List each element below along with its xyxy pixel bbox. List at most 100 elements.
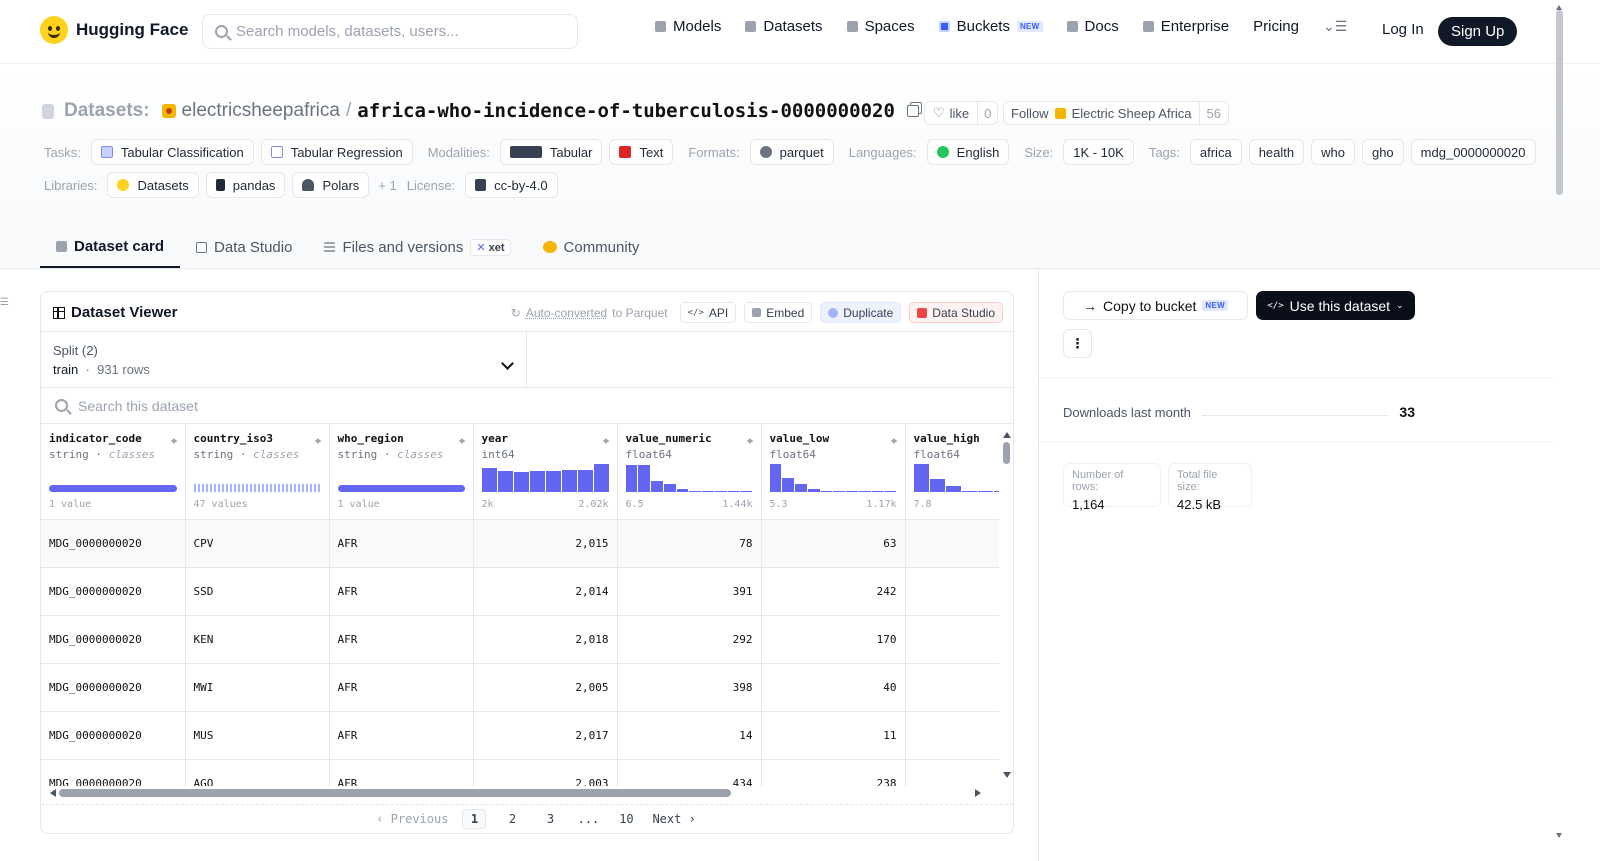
table-cell[interactable]: CPV [185, 519, 330, 568]
like-button[interactable]: ♡ like 0 [924, 101, 999, 125]
copy-to-bucket-button[interactable]: → Copy to bucket NEW [1063, 291, 1248, 320]
auto-converted-link[interactable]: Auto-converted [525, 305, 608, 320]
scroll-left-icon[interactable] [46, 789, 56, 797]
table-horizontal-scrollbar[interactable] [41, 786, 999, 800]
tag-size[interactable]: 1K - 10K [1063, 139, 1134, 165]
brand-link[interactable]: Hugging Face [40, 16, 188, 44]
tag-tabular-classification[interactable]: Tabular Classification [90, 139, 254, 165]
global-search-input[interactable] [236, 23, 556, 40]
tag-tabular-regression[interactable]: Tabular Regression [260, 139, 413, 165]
table-cell[interactable] [905, 711, 999, 760]
column-header-year[interactable]: year int64 2k 2.02k [473, 424, 618, 520]
scroll-down-icon[interactable] [1003, 772, 1011, 782]
table-cell[interactable]: 2,005 [473, 663, 618, 712]
table-cell[interactable] [905, 519, 999, 568]
table-cell[interactable]: 398 [617, 663, 762, 712]
nav-docs[interactable]: Docs [1066, 18, 1119, 35]
signup-button[interactable]: Sign Up [1438, 17, 1518, 46]
tag-who[interactable]: who [1311, 139, 1355, 165]
table-cell[interactable]: 170 [761, 615, 906, 664]
sort-icon[interactable] [458, 435, 466, 447]
tab-files[interactable]: Files and versions ✕ xet [308, 226, 526, 268]
table-cell[interactable]: 78 [617, 519, 762, 568]
table-cell[interactable]: MDG_0000000020 [41, 519, 186, 568]
page-2-button[interactable]: 2 [508, 811, 517, 826]
sidebar-toggle-icon[interactable]: ☰ [0, 297, 9, 308]
table-cell[interactable]: 2,017 [473, 711, 618, 760]
tab-community[interactable]: Community [527, 226, 656, 268]
table-vertical-scrollbar[interactable] [999, 424, 1013, 786]
column-header-value_numeric[interactable]: value_numeric float64 6.5 1.44k [617, 424, 762, 520]
page-10-button[interactable]: 10 [619, 811, 634, 826]
table-row[interactable]: MDG_0000000020 MWI AFR 2,005 398 40 [41, 663, 999, 712]
table-cell[interactable]: 40 [761, 663, 906, 712]
table-cell[interactable]: 292 [617, 615, 762, 664]
tag-tabular[interactable]: Tabular [499, 139, 603, 165]
column-header-value_low[interactable]: value_low float64 5.3 1.17k [761, 424, 906, 520]
nav-models[interactable]: Models [655, 18, 721, 35]
column-header-indicator_code[interactable]: indicator_code string · classes 1 value [41, 424, 186, 520]
table-row[interactable]: MDG_0000000020 AGO AFR 2,003 434 238 [41, 759, 999, 786]
repo-name[interactable]: africa-who-incidence-of-tuberculosis-000… [357, 100, 895, 122]
nav-buckets[interactable]: Buckets NEW [938, 18, 1043, 35]
tag-mdg[interactable]: mdg_0000000020 [1410, 139, 1536, 165]
table-cell[interactable]: MUS [185, 711, 330, 760]
tag-lib-polars[interactable]: Polars [292, 172, 370, 198]
table-cell[interactable]: AFR [329, 519, 474, 568]
table-cell[interactable]: 2,003 [473, 759, 618, 786]
tag-africa[interactable]: africa [1189, 139, 1242, 165]
next-page-button[interactable]: Next › [652, 811, 696, 826]
table-cell[interactable]: AFR [329, 759, 474, 786]
table-cell[interactable]: 63 [761, 519, 906, 568]
table-cell[interactable]: AGO [185, 759, 330, 786]
table-cell[interactable] [905, 615, 999, 664]
table-cell[interactable]: SSD [185, 567, 330, 616]
page-1-button[interactable]: 1 [462, 808, 487, 829]
table-cell[interactable]: 391 [617, 567, 762, 616]
tag-license[interactable]: cc-by-4.0 [465, 172, 558, 198]
follow-button[interactable]: Follow Electric Sheep Africa 56 [1003, 101, 1229, 125]
table-cell[interactable]: 434 [617, 759, 762, 786]
table-cell[interactable]: AFR [329, 663, 474, 712]
page-scrollbar[interactable] [1552, 0, 1568, 861]
duplicate-button[interactable]: Duplicate [820, 302, 902, 323]
table-row[interactable]: MDG_0000000020 MUS AFR 2,017 14 11 [41, 711, 999, 760]
sort-icon[interactable] [890, 435, 898, 447]
more-libraries[interactable]: + 1 [378, 177, 397, 193]
sort-icon[interactable] [314, 435, 322, 447]
table-cell[interactable] [905, 663, 999, 712]
scroll-right-icon[interactable] [975, 789, 985, 797]
table-cell[interactable]: MDG_0000000020 [41, 663, 186, 712]
table-cell[interactable] [905, 759, 999, 786]
nav-pricing[interactable]: Pricing [1253, 18, 1299, 35]
table-row[interactable]: MDG_0000000020 SSD AFR 2,014 391 242 [41, 567, 999, 616]
table-cell[interactable]: AFR [329, 567, 474, 616]
table-cell[interactable]: 11 [761, 711, 906, 760]
table-cell[interactable]: MDG_0000000020 [41, 711, 186, 760]
table-cell[interactable]: MDG_0000000020 [41, 567, 186, 616]
table-cell[interactable] [905, 567, 999, 616]
table-cell[interactable]: 14 [617, 711, 762, 760]
dataset-search[interactable] [41, 388, 1013, 424]
table-cell[interactable]: MDG_0000000020 [41, 615, 186, 664]
login-link[interactable]: Log In [1382, 21, 1424, 38]
table-cell[interactable]: KEN [185, 615, 330, 664]
split-selector[interactable]: Split (2) train · 931 rows [41, 332, 527, 388]
tag-gho[interactable]: gho [1361, 139, 1404, 165]
embed-button[interactable]: Embed [744, 302, 813, 323]
table-cell[interactable]: MDG_0000000020 [41, 759, 186, 786]
table-row[interactable]: MDG_0000000020 CPV AFR 2,015 78 63 [41, 519, 999, 568]
table-cell[interactable]: AFR [329, 615, 474, 664]
tag-lib-pandas[interactable]: pandas [205, 172, 286, 198]
data-studio-button[interactable]: Data Studio [909, 302, 1003, 323]
tab-dataset-card[interactable]: Dataset card [40, 226, 181, 268]
sort-icon[interactable] [170, 435, 178, 447]
table-cell[interactable]: AFR [329, 711, 474, 760]
table-cell[interactable]: 2,015 [473, 519, 618, 568]
more-options-button[interactable]: ⋮ [1063, 329, 1092, 358]
column-header-value_high[interactable]: value_high float64 7.8 [905, 424, 999, 520]
org-link[interactable]: electricsheepafrica [181, 100, 340, 121]
table-cell[interactable]: 238 [761, 759, 906, 786]
tag-parquet[interactable]: parquet [749, 139, 834, 165]
more-menu-icon[interactable]: ⌄☰ [1322, 18, 1348, 34]
